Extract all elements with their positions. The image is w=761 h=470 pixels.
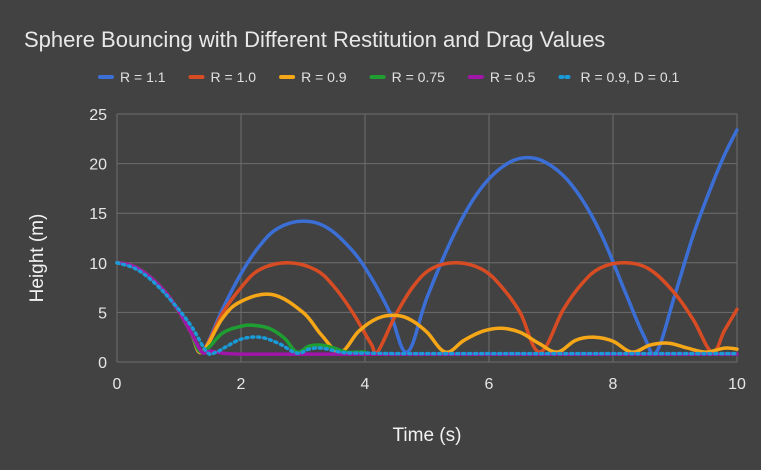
y-tick-label: 10 bbox=[89, 256, 107, 273]
x-tick-label: 0 bbox=[113, 376, 122, 393]
y-tick-label: 0 bbox=[98, 355, 107, 372]
legend-item: R = 0.75 bbox=[369, 69, 446, 85]
chart-title: Sphere Bouncing with Different Restituti… bbox=[24, 27, 605, 52]
grid bbox=[116, 113, 738, 363]
legend-label: R = 0.9, D = 0.1 bbox=[580, 69, 679, 85]
y-tick-label: 25 bbox=[89, 107, 107, 124]
y-tick-label: 15 bbox=[89, 206, 107, 223]
legend: R = 1.1 R = 1.0 R = 0.9 R = 0.75 R = 0.5 R = … bbox=[98, 69, 680, 85]
legend-label: R = 1.1 bbox=[120, 69, 166, 85]
legend-label: R = 1.0 bbox=[211, 69, 257, 85]
legend-item: R = 0.5 bbox=[467, 69, 536, 85]
x-axis-title: Time (s) bbox=[393, 425, 462, 446]
tick-labels: 0 2 4 6 8 10 0 5 10 15 20 25 bbox=[89, 107, 746, 393]
legend-label: R = 0.75 bbox=[392, 69, 446, 85]
x-tick-label: 10 bbox=[728, 376, 746, 393]
legend-item: R = 0.9, D = 0.1 bbox=[558, 69, 680, 85]
x-tick-label: 8 bbox=[609, 376, 618, 393]
x-tick-label: 6 bbox=[485, 376, 494, 393]
y-tick-label: 5 bbox=[98, 305, 107, 322]
legend-item: R = 1.1 bbox=[98, 69, 166, 85]
legend-label: R = 0.9 bbox=[301, 69, 347, 85]
x-tick-label: 4 bbox=[361, 376, 370, 393]
legend-label: R = 0.5 bbox=[490, 69, 536, 85]
legend-item: R = 1.0 bbox=[188, 69, 257, 85]
x-tick-label: 2 bbox=[237, 376, 246, 393]
y-axis-title: Height (m) bbox=[27, 214, 48, 303]
series-layer bbox=[115, 128, 739, 357]
legend-item: R = 0.9 bbox=[279, 69, 347, 85]
series-line-6 bbox=[115, 261, 739, 357]
y-tick-label: 20 bbox=[89, 157, 107, 174]
